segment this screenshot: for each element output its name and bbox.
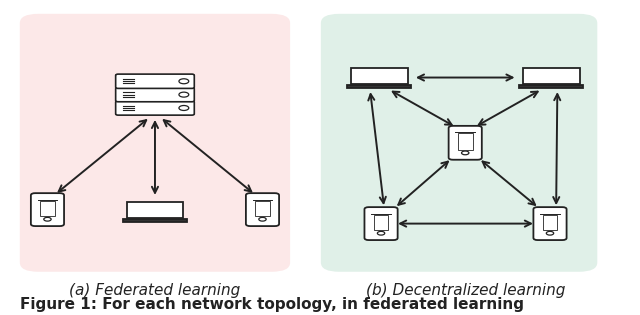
FancyBboxPatch shape xyxy=(116,101,195,115)
Bar xyxy=(458,133,472,150)
FancyBboxPatch shape xyxy=(321,14,597,272)
Bar xyxy=(123,219,188,222)
Bar xyxy=(519,85,584,88)
Bar xyxy=(374,215,388,230)
Bar xyxy=(40,201,55,216)
FancyBboxPatch shape xyxy=(246,193,279,226)
FancyBboxPatch shape xyxy=(523,68,580,84)
Text: Figure 1: For each network topology, in federated learning: Figure 1: For each network topology, in … xyxy=(20,297,524,312)
FancyBboxPatch shape xyxy=(20,14,290,272)
FancyBboxPatch shape xyxy=(31,193,64,226)
Bar xyxy=(355,70,404,82)
FancyBboxPatch shape xyxy=(116,74,195,89)
FancyBboxPatch shape xyxy=(533,207,566,240)
Bar xyxy=(347,85,412,88)
Text: (b) Decentralized learning: (b) Decentralized learning xyxy=(365,283,565,298)
Bar xyxy=(131,203,180,216)
Bar xyxy=(255,201,270,216)
FancyBboxPatch shape xyxy=(116,88,195,102)
Bar xyxy=(543,215,557,230)
FancyBboxPatch shape xyxy=(449,126,482,160)
Text: (a) Federated learning: (a) Federated learning xyxy=(69,283,241,298)
FancyBboxPatch shape xyxy=(364,207,397,240)
FancyBboxPatch shape xyxy=(127,202,183,218)
FancyBboxPatch shape xyxy=(351,68,408,84)
Bar xyxy=(527,70,576,82)
